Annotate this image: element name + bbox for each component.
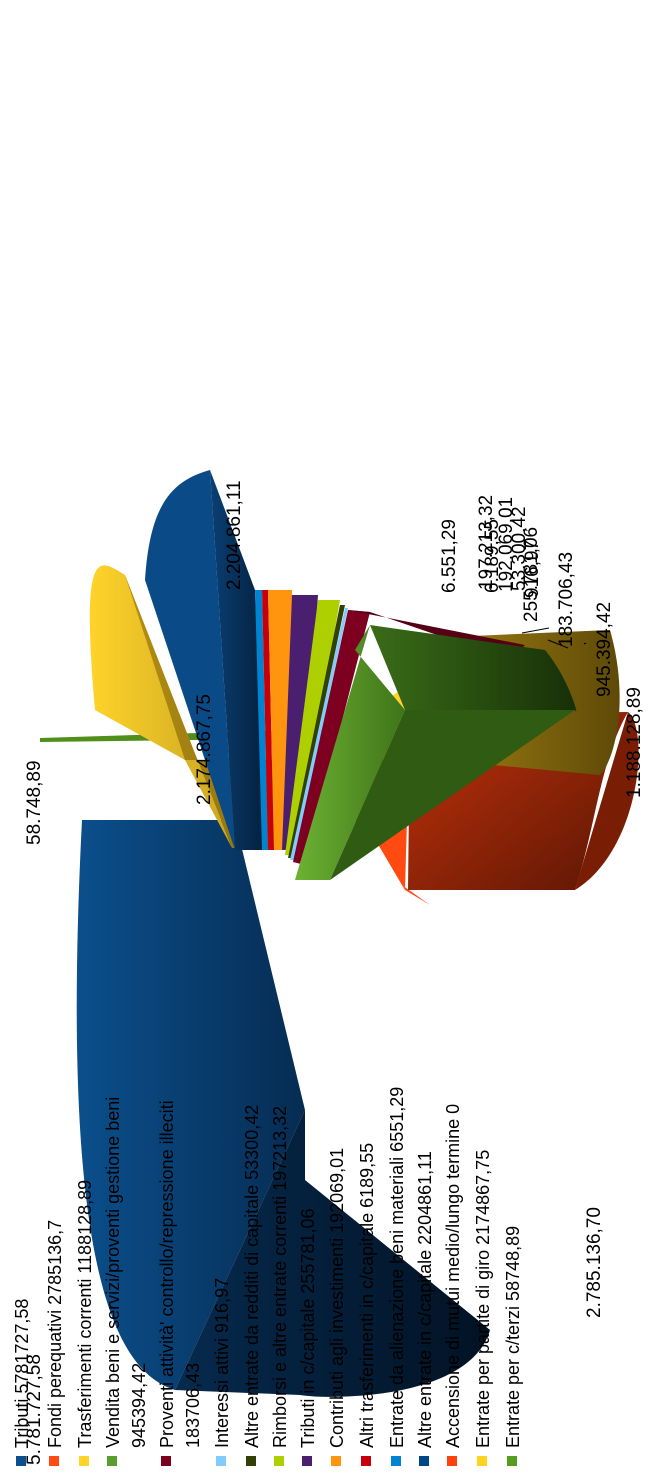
legend-label: Altre entrate in c/capitale 2204861,11	[415, 1151, 435, 1448]
legend-label: Tributi in c/capitale 255781,06	[298, 1209, 318, 1448]
data-label-altre-ccapitale: 2.204.861,11	[224, 480, 245, 590]
legend-swatch	[216, 1456, 226, 1466]
legend-swatch	[274, 1456, 284, 1466]
data-label-altri-trasf: 6.189,55	[482, 519, 503, 593]
legend-swatch	[447, 1456, 457, 1466]
slice-proventi-illeciti	[293, 610, 370, 865]
data-label-rimborsi: 197.213,32	[476, 495, 497, 590]
legend-item: Tributi 5781727,58	[12, 1299, 32, 1466]
data-label-contributi: 192.069,01	[496, 497, 517, 592]
slice-vendita-edge	[330, 710, 575, 880]
pie-right	[89, 470, 620, 880]
slice-vendita-side	[370, 625, 577, 712]
data-label-vendita: 945.394,42	[594, 602, 615, 697]
legend-label: Accensione di mutui medio/lungo termine …	[443, 1104, 463, 1448]
legend-swatch	[507, 1456, 517, 1466]
legend-item: Altre entrate da redditi di capitale 533…	[242, 1105, 262, 1466]
legend-item: Entrate per partite di giro 2174867,75	[473, 1150, 493, 1466]
legend-item: Altri trasferimenti in c/capitale 6189,5…	[357, 1143, 377, 1466]
leader-lines	[521, 627, 587, 649]
legend-swatch	[79, 1456, 89, 1466]
legend-label: Altri trasferimenti in c/capitale 6189,5…	[357, 1143, 377, 1448]
legend-swatch	[361, 1456, 371, 1466]
slice-redditi	[288, 605, 345, 858]
legend-label: Fondi perequativi 2785136,7	[45, 1220, 65, 1448]
legend-label: Entrate da alienazione beni materiali 65…	[387, 1087, 407, 1448]
data-label-fondi: 2.785.136,70	[584, 1207, 605, 1318]
data-labels: 5.781.727,58 2.785.136,70 58.748,89 2.17…	[24, 480, 645, 1465]
legend-item: Entrate da alienazione beni materiali 65…	[387, 1087, 407, 1466]
legend-item: Rimborsi e altre entrate correnti 197213…	[270, 1106, 290, 1466]
legend-item: Vendita beni e servizi/proventi gestione…	[103, 1097, 149, 1466]
legend-item: Proventi attività' controllo/repressione…	[157, 1100, 203, 1466]
legend-swatch	[16, 1456, 26, 1466]
legend-swatch	[419, 1456, 429, 1466]
data-label-cterzi: 58.748,89	[24, 760, 45, 845]
legend-swatch	[391, 1456, 401, 1466]
data-label-partite-giro: 2.174.867,75	[194, 694, 215, 805]
slice-altre-ccapitale-side	[210, 470, 265, 850]
legend-label: Entrate per partite di giro 2174867,75	[473, 1150, 493, 1448]
slice-rimborsi	[285, 600, 340, 855]
data-label-proventi: 183.706,43	[556, 552, 577, 647]
legend-label: 945394,42	[129, 1363, 149, 1448]
slice-alienazione	[255, 590, 268, 850]
legend-item: Interessi attivi 916,97	[212, 1278, 232, 1466]
legend-label: Tributi 5781727,58	[12, 1299, 32, 1448]
legend-label: Trasferimenti correnti 1188128,89	[75, 1180, 95, 1448]
slice-tributi-ccapitale	[282, 595, 318, 850]
data-label-redditi: 53.300,42	[509, 506, 530, 591]
legend-item: Fondi perequativi 2785136,7	[45, 1220, 65, 1466]
slice-altri-trasf	[262, 590, 274, 850]
data-label-tributi-ccapitale: 255.781,06	[521, 527, 542, 622]
legend-label: 183706,43	[183, 1363, 203, 1448]
slice-partite-giro-top	[89, 565, 233, 848]
legend-item: Trasferimenti correnti 1188128,89	[75, 1180, 95, 1466]
slice-fondi-curve	[575, 712, 639, 890]
data-label-interessi: 916,97	[522, 540, 543, 598]
data-label-alienazione: 6.551,29	[439, 519, 460, 593]
legend-swatch	[246, 1456, 256, 1466]
legend-label: Proventi attività' controllo/repressione…	[157, 1100, 177, 1448]
legend-swatch	[477, 1456, 487, 1466]
legend-label: Interessi attivi 916,97	[212, 1278, 232, 1448]
legend-item: Contributi agli investimenti 192069,01	[327, 1148, 347, 1466]
legend-item: Entrate per c/terzi 58748,89	[503, 1226, 523, 1466]
data-label-tributi: 5.781.727,58	[24, 1354, 45, 1465]
slice-tributi-side	[175, 820, 490, 1397]
legend-swatch	[49, 1456, 59, 1466]
legend-swatch	[161, 1456, 171, 1466]
slice-tributi-top	[76, 820, 305, 1390]
legend-label: Entrate per c/terzi 58748,89	[503, 1226, 523, 1448]
legend: Tributi 5781727,58 Fondi perequativi 2785…	[12, 1087, 523, 1466]
slice-vendita-top	[295, 625, 405, 880]
legend-swatch	[107, 1456, 117, 1466]
legend-swatch	[331, 1456, 341, 1466]
slice-interessi	[290, 608, 348, 860]
legend-label: Rimborsi e altre entrate correnti 197213…	[270, 1106, 290, 1448]
data-label-trasf-correnti: 1.188.128,89	[624, 687, 645, 798]
legend-item: Altre entrate in c/capitale 2204861,11	[415, 1151, 435, 1466]
legend-item: Tributi in c/capitale 255781,06	[298, 1209, 318, 1466]
legend-label: Altre entrate da redditi di capitale 533…	[242, 1105, 262, 1448]
legend-item: Accensione di mutui medio/lungo termine …	[443, 1104, 463, 1466]
legend-label: Contributi agli investimenti 192069,01	[327, 1148, 347, 1448]
legend-swatch	[302, 1456, 312, 1466]
slice-altre-ccapitale-top	[145, 470, 235, 850]
legend-label: Vendita beni e servizi/proventi gestione…	[103, 1097, 123, 1448]
